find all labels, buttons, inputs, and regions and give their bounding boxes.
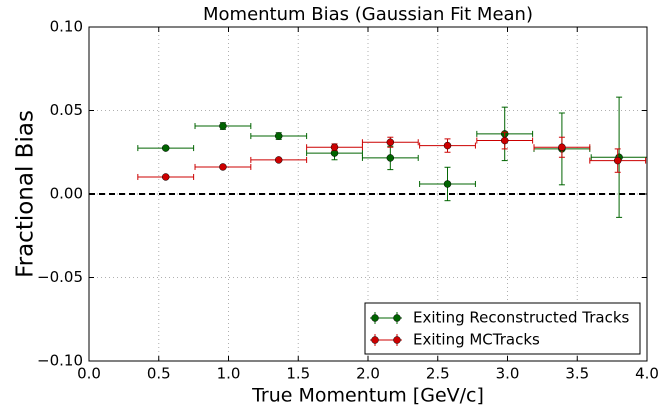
y-axis-label: Fractional Bias: [13, 110, 39, 278]
legend-box: [364, 302, 641, 355]
plot-frame: [88, 26, 648, 362]
data-point: [443, 180, 452, 188]
x-tick-label: 3.0: [496, 365, 520, 383]
error-point: [361, 145, 419, 171]
error-point: [419, 138, 476, 153]
error-point: [419, 166, 476, 202]
x-tick-label: 0.0: [77, 365, 101, 383]
chart-title: Momentum Bias (Gaussian Fit Mean): [203, 4, 533, 25]
legend-marker: [393, 336, 401, 344]
data-point: [330, 143, 339, 151]
legend-marker: [371, 314, 379, 322]
legend-label: Exiting MCTracks: [413, 331, 540, 349]
x-tick-label: 2.5: [426, 365, 450, 383]
legend-marker: [393, 314, 401, 322]
data-point: [161, 144, 170, 152]
y-tick-label: −0.10: [37, 352, 83, 370]
x-axis-label: True Momentum [GeV/c]: [251, 385, 484, 407]
data-point: [219, 163, 227, 171]
x-tick-label: 2.0: [356, 365, 380, 383]
legend-marker: [371, 336, 379, 344]
error-point: [137, 144, 195, 152]
error-point: [250, 156, 308, 164]
y-tick-label: 0.05: [50, 101, 83, 119]
y-tick-label: 0.00: [50, 185, 83, 203]
error-point: [137, 173, 195, 181]
error-point: [361, 136, 419, 148]
x-tick-label: 1.0: [217, 365, 241, 383]
data-point: [386, 154, 395, 162]
error-point: [476, 131, 534, 150]
data-point: [500, 136, 509, 145]
data-point: [274, 156, 283, 164]
error-point: [533, 136, 591, 158]
x-tick-label: 4.0: [635, 365, 659, 383]
error-point: [194, 163, 252, 171]
error-point: [306, 143, 363, 152]
data-point: [386, 138, 395, 146]
y-tick-label: 0.10: [50, 18, 83, 36]
x-tick-label: 3.5: [565, 365, 589, 383]
x-tick-label: 1.5: [286, 365, 310, 383]
y-tick-label: −0.05: [37, 268, 83, 286]
x-tick-label: 0.5: [147, 365, 171, 383]
data-point: [161, 173, 170, 181]
error-point: [250, 132, 308, 140]
data-point: [558, 143, 566, 151]
legend-label: Exiting Reconstructed Tracks: [413, 309, 630, 327]
error-point: [194, 122, 252, 130]
data-point: [443, 141, 452, 150]
data-point: [274, 132, 283, 140]
data-point: [613, 156, 622, 165]
error-point: [589, 148, 647, 173]
data-point: [219, 122, 227, 130]
